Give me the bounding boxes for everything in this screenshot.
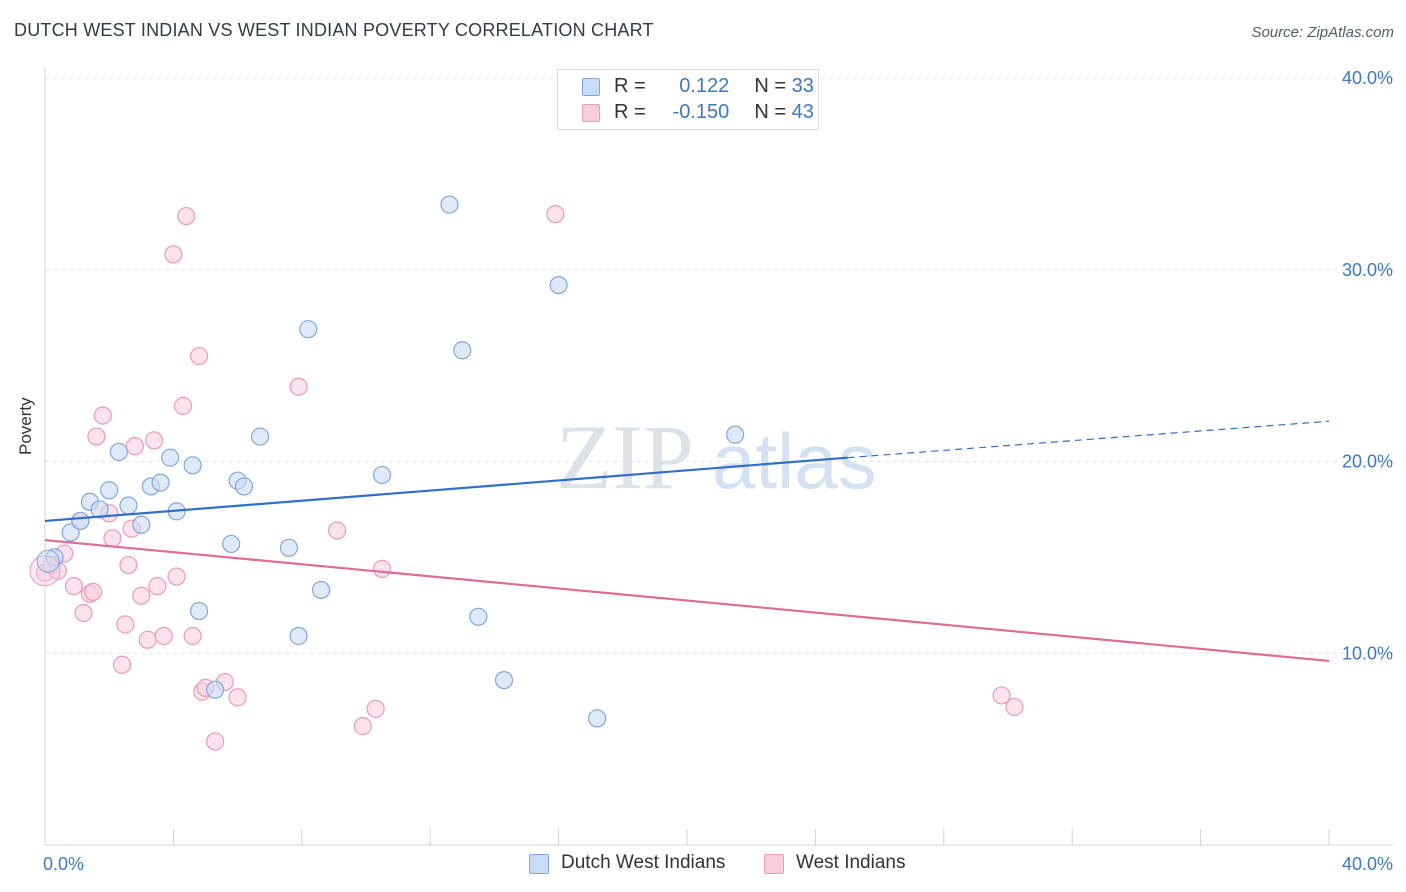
point-dutch-west-indians bbox=[440, 195, 459, 214]
point-west-indians bbox=[132, 586, 151, 605]
stats-legend: R = 0.122 N = 33 R = -0.150 N = 43 bbox=[557, 69, 819, 130]
point-dutch-west-indians bbox=[279, 538, 299, 557]
point-dutch-west-indians bbox=[100, 481, 119, 500]
point-west-indians bbox=[228, 688, 247, 707]
n-label: N = bbox=[754, 75, 787, 97]
point-west-indians bbox=[93, 406, 112, 425]
r-value: 0.122 bbox=[679, 75, 730, 97]
point-west-indians bbox=[103, 529, 122, 548]
point-dutch-west-indians bbox=[726, 425, 745, 444]
point-west-indians bbox=[289, 377, 308, 396]
x-tick-label-min: 0.0% bbox=[43, 854, 84, 874]
n-label: N = bbox=[754, 101, 787, 123]
point-dutch-west-indians bbox=[372, 465, 392, 485]
point-west-indians bbox=[1005, 697, 1024, 717]
point-dutch-west-indians bbox=[109, 442, 128, 462]
y-axis-label: Poverty bbox=[16, 397, 35, 455]
r-label: R = bbox=[614, 75, 646, 97]
point-dutch-west-indians bbox=[299, 320, 318, 339]
legend-swatch-pink bbox=[764, 854, 784, 874]
point-dutch-west-indians bbox=[222, 534, 241, 554]
series-legend: Dutch West Indians West Indians bbox=[0, 852, 1406, 878]
point-west-indians bbox=[183, 626, 202, 646]
gridlines bbox=[45, 77, 1393, 654]
point-west-indians bbox=[164, 245, 183, 264]
point-cluster-dutch-west-indians bbox=[36, 549, 60, 573]
point-west-indians bbox=[366, 699, 385, 718]
legend-swatch-pink bbox=[582, 104, 600, 122]
trend-line-west-indians bbox=[44, 539, 1330, 663]
trend-line-dutch-west-indians bbox=[44, 456, 848, 523]
y-tick-label: 20.0% bbox=[1342, 452, 1393, 472]
point-dutch-west-indians bbox=[469, 607, 488, 626]
point-west-indians bbox=[116, 615, 135, 634]
point-dutch-west-indians bbox=[494, 670, 514, 690]
point-dutch-west-indians bbox=[119, 496, 138, 515]
point-dutch-west-indians bbox=[161, 448, 180, 467]
watermark-zip: ZIP bbox=[556, 406, 694, 508]
point-dutch-west-indians bbox=[311, 580, 331, 600]
legend-swatch-blue bbox=[529, 854, 549, 874]
point-dutch-west-indians bbox=[206, 680, 225, 699]
point-dutch-west-indians bbox=[90, 500, 109, 519]
axes bbox=[44, 67, 1393, 846]
point-west-indians bbox=[328, 521, 347, 540]
point-dutch-west-indians bbox=[549, 275, 568, 295]
point-west-indians bbox=[353, 717, 372, 736]
point-dutch-west-indians bbox=[289, 626, 308, 646]
x-tick-label-max: 40.0% bbox=[1342, 854, 1393, 874]
point-west-indians bbox=[992, 686, 1011, 705]
point-west-indians bbox=[189, 346, 209, 366]
legend-label: Dutch West Indians bbox=[561, 852, 726, 873]
point-dutch-west-indians bbox=[588, 709, 607, 728]
r-value: -0.150 bbox=[672, 101, 730, 123]
n-value: 33 bbox=[791, 75, 814, 97]
point-dutch-west-indians bbox=[183, 456, 202, 475]
legend-swatch-blue bbox=[582, 78, 600, 96]
point-west-indians bbox=[125, 437, 144, 456]
point-west-indians bbox=[64, 577, 83, 596]
point-west-indians bbox=[173, 396, 193, 415]
point-west-indians bbox=[206, 732, 225, 751]
point-dutch-west-indians bbox=[250, 427, 270, 446]
y-tick-label: 30.0% bbox=[1342, 260, 1393, 280]
scatter-points bbox=[29, 195, 1024, 751]
point-west-indians bbox=[87, 427, 106, 446]
r-label: R = bbox=[614, 101, 646, 123]
tick-labels: 10.0% 20.0% 30.0% 40.0% 0.0% 40.0% bbox=[43, 68, 1393, 874]
point-dutch-west-indians bbox=[132, 515, 151, 534]
n-value: 43 bbox=[791, 101, 814, 123]
point-dutch-west-indians bbox=[71, 511, 90, 531]
point-west-indians bbox=[74, 603, 93, 623]
point-west-indians bbox=[154, 626, 173, 646]
chart-title: DUTCH WEST INDIAN VS WEST INDIAN POVERTY… bbox=[14, 20, 654, 40]
point-west-indians bbox=[177, 206, 196, 226]
source-credit: Source: ZipAtlas.com bbox=[1251, 24, 1394, 41]
point-dutch-west-indians bbox=[453, 341, 472, 360]
y-tick-label: 10.0% bbox=[1342, 643, 1393, 663]
y-tick-label: 40.0% bbox=[1342, 68, 1393, 88]
point-west-indians bbox=[167, 567, 186, 586]
point-west-indians bbox=[84, 582, 103, 601]
legend-label: West Indians bbox=[796, 852, 906, 873]
point-west-indians bbox=[138, 630, 157, 649]
point-dutch-west-indians bbox=[189, 601, 209, 621]
point-west-indians bbox=[372, 559, 392, 578]
trend-lines bbox=[44, 420, 1330, 663]
point-dutch-west-indians bbox=[234, 477, 254, 496]
watermark: ZIP atlas bbox=[556, 406, 877, 508]
trend-line-dutch-west-indians-projection bbox=[847, 420, 1330, 459]
point-west-indians bbox=[119, 555, 138, 575]
point-west-indians bbox=[145, 431, 164, 450]
point-west-indians bbox=[112, 655, 132, 674]
point-dutch-west-indians bbox=[151, 473, 170, 492]
point-west-indians bbox=[546, 205, 565, 224]
point-west-indians bbox=[148, 577, 167, 596]
